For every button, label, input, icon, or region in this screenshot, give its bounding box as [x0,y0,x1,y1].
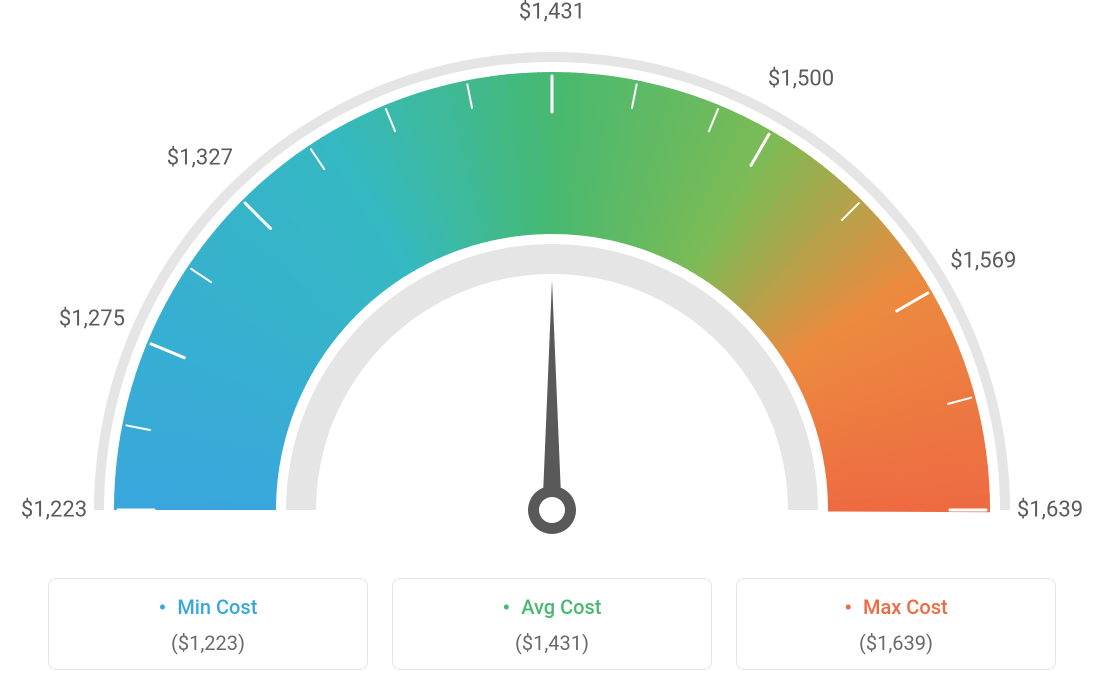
legend-title-min: • Min Cost [59,595,357,621]
legend-value-avg: ($1,431) [403,631,701,655]
gauge-needle [542,280,561,510]
legend-title-avg: • Avg Cost [403,595,701,621]
bullet-icon: • [159,596,167,621]
legend-card-avg: • Avg Cost ($1,431) [392,578,712,670]
legend-row: • Min Cost ($1,223) • Avg Cost ($1,431) … [0,578,1104,670]
gauge-svg [0,0,1104,560]
gauge-tick-label: $1,431 [519,0,585,25]
legend-card-max: • Max Cost ($1,639) [736,578,1056,670]
bullet-icon: • [844,596,852,621]
gauge-tick-label: $1,223 [21,498,87,523]
legend-title-max: • Max Cost [747,595,1045,621]
legend-title-text: Avg Cost [521,595,601,619]
gauge-tick-label: $1,500 [768,66,834,91]
legend-title-text: Max Cost [863,595,948,619]
bullet-icon: • [503,596,511,621]
gauge-tick-label: $1,639 [1017,498,1083,523]
legend-title-text: Min Cost [177,595,257,619]
gauge-tick-label: $1,275 [59,307,125,332]
legend-value-max: ($1,639) [747,631,1045,655]
legend-value-min: ($1,223) [59,631,357,655]
gauge-tick-label: $1,569 [950,249,1016,274]
gauge-tick-label: $1,327 [167,145,233,170]
legend-card-min: • Min Cost ($1,223) [48,578,368,670]
gauge-chart: $1,223 $1,275 $1,327 $1,431 $1,500 $1,569 $1,6… [0,0,1104,560]
